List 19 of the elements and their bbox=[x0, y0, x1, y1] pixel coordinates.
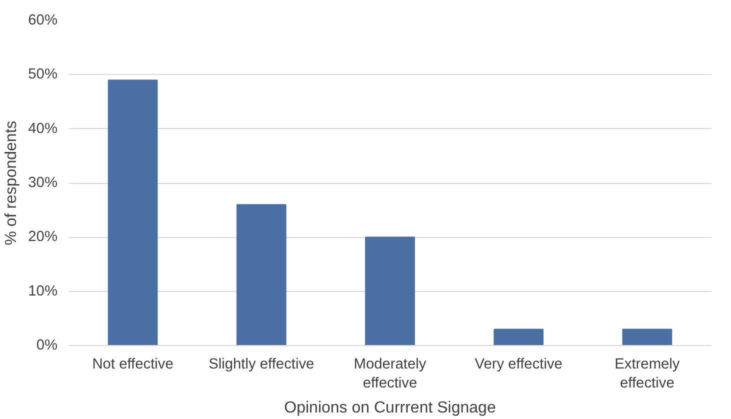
x-tick-label: Very effective bbox=[474, 356, 562, 372]
y-tick-label: 30% bbox=[28, 175, 58, 191]
bar bbox=[494, 328, 544, 346]
y-tick-label: 40% bbox=[28, 120, 58, 137]
y-axis-title: % of respondents bbox=[3, 120, 20, 246]
bar bbox=[622, 328, 672, 346]
x-tick-label: Moderately effective bbox=[354, 356, 427, 392]
bar bbox=[236, 204, 286, 346]
x-tick-label: Not effective bbox=[92, 356, 174, 372]
y-tick-label: 0% bbox=[36, 338, 58, 354]
x-tick-label: Slightly effective bbox=[208, 356, 314, 372]
y-tick-label: 50% bbox=[28, 66, 58, 83]
bar bbox=[365, 236, 415, 346]
bar bbox=[108, 80, 158, 346]
y-tick-label: 60% bbox=[28, 12, 58, 28]
y-tick-label: 20% bbox=[28, 229, 58, 246]
y-tick-label: 10% bbox=[28, 283, 58, 300]
x-tick-label: Extremely effective bbox=[614, 356, 680, 392]
x-axis-title: Opinions on Currrent Signage bbox=[284, 400, 496, 417]
